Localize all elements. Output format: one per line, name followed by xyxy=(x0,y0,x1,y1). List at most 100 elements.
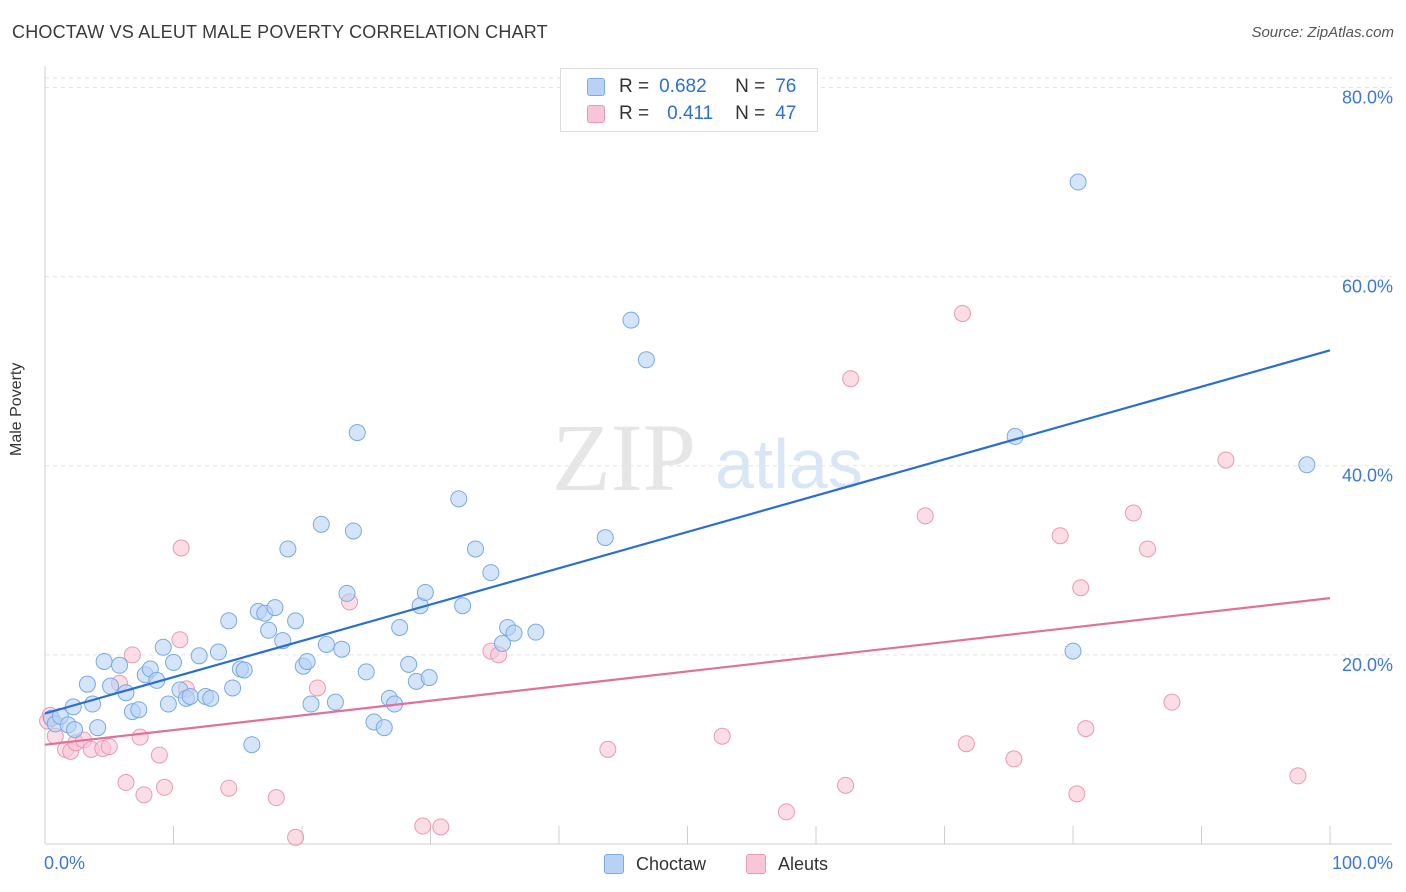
choctaw-point xyxy=(220,612,238,630)
aleuts-point xyxy=(1139,540,1157,558)
aleuts-point xyxy=(123,646,141,664)
choctaw-point xyxy=(279,540,297,558)
watermark-atlas: atlas xyxy=(715,425,863,503)
choctaw-point xyxy=(298,652,316,670)
legend-r-label: R = xyxy=(619,76,650,97)
choctaw-point xyxy=(333,640,351,658)
aleuts-point xyxy=(1051,527,1069,545)
aleuts-point xyxy=(599,740,617,758)
choctaw-point xyxy=(493,635,511,653)
source-note: Source: ZipAtlas.com xyxy=(1251,24,1394,41)
legend-row-aleuts: R = 0.411 N = 47 xyxy=(587,103,796,125)
choctaw-point xyxy=(482,564,500,582)
choctaw-point xyxy=(243,736,261,754)
choctaw-point xyxy=(326,693,344,711)
choctaw-point xyxy=(1298,456,1316,474)
aleuts-point xyxy=(135,786,153,804)
aleuts-point xyxy=(171,631,189,649)
aleuts-point xyxy=(1068,785,1086,803)
bottom-legend-aleuts: Aleuts xyxy=(746,852,828,876)
legend-row-choctaw: R = 0.682 N = 76 xyxy=(587,76,796,98)
legend-n-label: N = xyxy=(735,76,766,97)
choctaw-point xyxy=(1069,173,1087,191)
aleuts-point xyxy=(837,776,855,794)
choctaw-point xyxy=(154,638,172,656)
aleuts-point xyxy=(414,817,432,835)
x-tick-label: 0.0% xyxy=(44,853,85,873)
choctaw-point xyxy=(357,663,375,681)
choctaw-point xyxy=(391,618,409,636)
y-tick-label: 20.0% xyxy=(1342,655,1393,675)
trend-lines xyxy=(44,349,1331,746)
aleuts-point xyxy=(1077,720,1095,738)
aleuts-point xyxy=(1217,451,1235,469)
choctaw-legend-swatch xyxy=(604,854,624,874)
choctaw-legend-label: Choctaw xyxy=(636,853,707,874)
aleuts-point xyxy=(1289,767,1307,785)
choctaw-point xyxy=(505,624,523,642)
x-tick-label: 100.0% xyxy=(1332,853,1393,873)
legend-r-value: 0.682 xyxy=(659,76,707,97)
aleuts-point xyxy=(172,539,190,557)
y-axis-label: Male Poverty xyxy=(8,362,25,456)
aleuts-swatch xyxy=(587,105,605,123)
choctaw-point xyxy=(338,584,356,602)
choctaw-point xyxy=(622,311,640,329)
legend-n-value: 47 xyxy=(775,103,797,124)
aleuts-point xyxy=(156,778,174,796)
choctaw-point xyxy=(78,675,96,693)
aleuts-point xyxy=(713,727,731,745)
aleuts-point xyxy=(1005,750,1023,768)
choctaw-point xyxy=(260,621,278,639)
choctaw-point xyxy=(454,597,472,615)
grid-lines xyxy=(45,77,1392,656)
aleuts-point xyxy=(432,818,450,836)
choctaw-point xyxy=(165,653,182,671)
choctaw-swatch xyxy=(587,78,605,96)
legend-r-value: 0.411 xyxy=(667,103,714,124)
y-tick-label: 80.0% xyxy=(1342,87,1393,107)
choctaw-point xyxy=(266,599,284,617)
choctaw-point xyxy=(66,721,84,739)
choctaw-point xyxy=(466,540,484,558)
choctaw-point xyxy=(312,515,330,533)
choctaw-point xyxy=(317,635,335,653)
choctaw-point xyxy=(95,652,113,670)
choctaw-point xyxy=(235,661,253,679)
aleuts-point xyxy=(100,738,118,756)
choctaw-point xyxy=(209,643,227,661)
aleuts-point xyxy=(267,789,285,807)
choctaw-point xyxy=(102,677,120,695)
aleuts-point xyxy=(131,728,149,746)
data-points xyxy=(39,173,1316,846)
choctaw-point xyxy=(190,647,208,665)
aleuts-legend-swatch xyxy=(746,854,766,874)
aleuts-point xyxy=(150,746,168,764)
choctaw-point xyxy=(637,351,655,369)
aleuts-point xyxy=(916,507,934,525)
choctaw-point xyxy=(89,719,107,737)
choctaw-point xyxy=(202,689,220,707)
choctaw-point xyxy=(287,612,305,630)
aleuts-point xyxy=(1072,579,1090,597)
choctaw-trend-line xyxy=(44,349,1331,715)
choctaw-point xyxy=(527,623,545,641)
choctaw-point xyxy=(224,679,242,697)
aleuts-point xyxy=(957,735,975,753)
aleuts-point xyxy=(842,370,860,388)
aleuts-legend-label: Aleuts xyxy=(778,853,829,874)
choctaw-point xyxy=(375,719,393,737)
choctaw-point xyxy=(400,655,418,673)
choctaw-point xyxy=(130,701,148,719)
y-tick-label: 60.0% xyxy=(1342,277,1393,297)
choctaw-point xyxy=(1064,642,1082,660)
legend-r-label: R = xyxy=(619,103,650,124)
aleuts-point xyxy=(220,779,238,797)
choctaw-point xyxy=(450,490,468,508)
y-tick-label: 40.0% xyxy=(1342,466,1393,486)
choctaw-point xyxy=(596,529,614,547)
choctaw-point xyxy=(302,695,320,713)
aleuts-trend-line xyxy=(44,597,1331,746)
legend-n-label: N = xyxy=(735,103,766,124)
